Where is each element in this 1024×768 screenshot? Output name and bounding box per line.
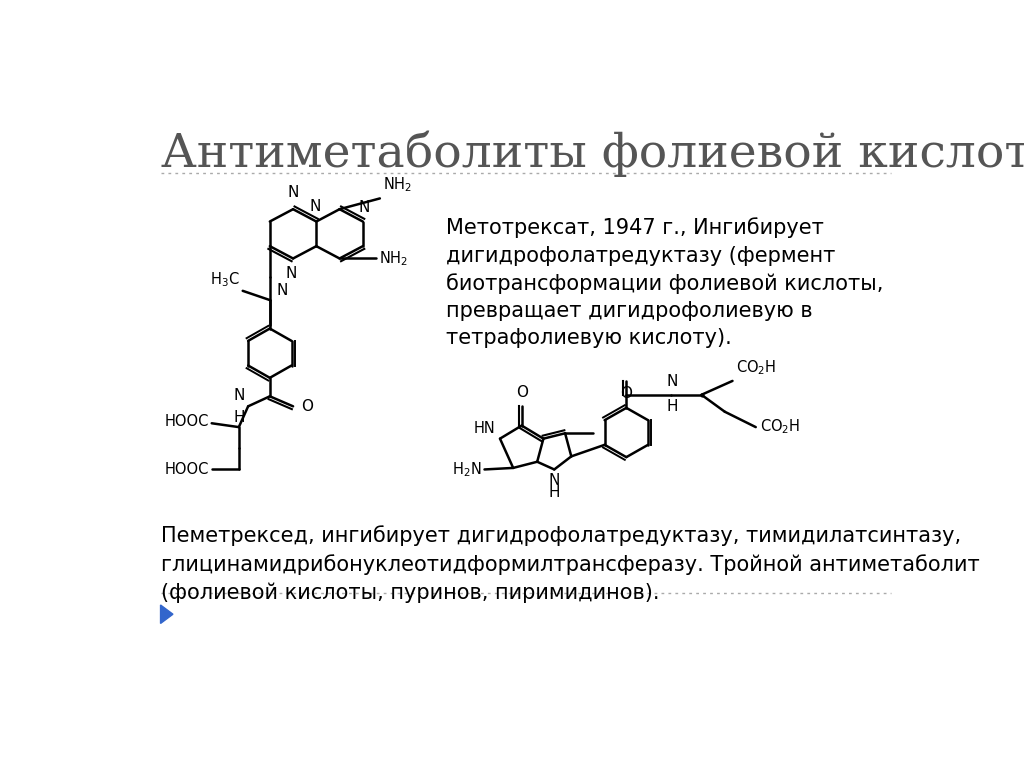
Text: NH$_2$: NH$_2$ xyxy=(383,175,412,194)
Text: O: O xyxy=(621,386,633,401)
Text: N: N xyxy=(667,373,678,389)
Text: N: N xyxy=(288,185,299,200)
Text: CO$_2$H: CO$_2$H xyxy=(760,418,800,436)
Text: NH$_2$: NH$_2$ xyxy=(379,249,409,268)
Text: HOOC: HOOC xyxy=(164,462,209,477)
Text: HOOC: HOOC xyxy=(164,414,209,429)
Text: N: N xyxy=(358,200,370,215)
Text: N: N xyxy=(233,389,245,403)
Text: O: O xyxy=(301,399,312,414)
Text: H: H xyxy=(667,399,678,414)
Text: Пеметрексед, ингибирует дигидрофолатредуктазу, тимидилатсинтазу,
глицинамидрибон: Пеметрексед, ингибирует дигидрофолатреду… xyxy=(161,525,979,603)
Text: N: N xyxy=(309,199,321,214)
Text: HN: HN xyxy=(473,421,496,435)
Text: N: N xyxy=(549,473,560,488)
Text: O: O xyxy=(516,386,527,400)
Text: H$_2$N: H$_2$N xyxy=(452,460,481,478)
Text: N: N xyxy=(286,266,297,281)
Text: H: H xyxy=(233,410,245,425)
Text: H: H xyxy=(549,485,560,500)
Text: CO$_2$H: CO$_2$H xyxy=(736,359,777,377)
Text: H$_3$C: H$_3$C xyxy=(210,270,240,289)
Text: Метотрексат, 1947 г., Ингибирует
дигидрофолатредуктазу (фермент
биотрансформации: Метотрексат, 1947 г., Ингибирует дигидро… xyxy=(445,217,883,349)
Text: N: N xyxy=(276,283,288,298)
Polygon shape xyxy=(161,605,173,624)
Text: Антиметаболиты фолиевой кислоты: Антиметаболиты фолиевой кислоты xyxy=(161,131,1024,177)
